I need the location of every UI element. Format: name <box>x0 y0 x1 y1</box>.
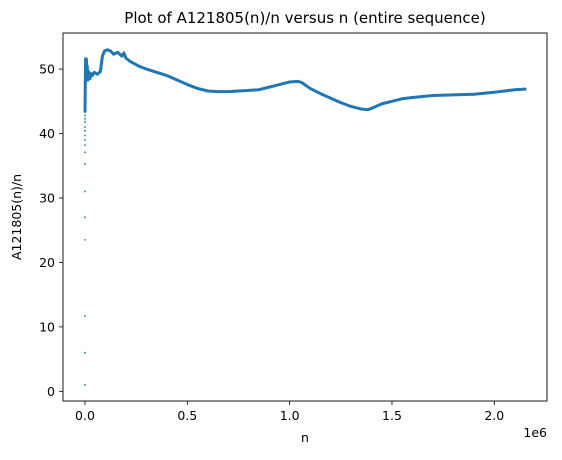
y-tick-label: 0 <box>47 384 55 399</box>
data-point <box>380 102 384 106</box>
data-point <box>296 80 300 83</box>
data-point <box>339 101 343 104</box>
data-point <box>84 134 86 137</box>
data-point <box>366 108 369 111</box>
data-point <box>84 216 86 219</box>
data-point <box>85 64 89 68</box>
x-tick-label: 1.5 <box>382 408 402 423</box>
data-point <box>116 51 120 54</box>
x-tick-label: 2.0 <box>484 408 504 423</box>
data-point <box>288 80 291 84</box>
x-tick-label: 1.0 <box>280 408 300 423</box>
data-point <box>513 88 517 92</box>
x-tick-label: 0.5 <box>177 408 197 423</box>
data-point <box>85 75 89 79</box>
x-axis-offset-label: 1e6 <box>523 425 547 440</box>
data-point <box>370 107 373 110</box>
data-point <box>84 383 86 386</box>
data-point <box>84 238 86 241</box>
data-point <box>300 81 304 84</box>
data-point <box>84 130 86 132</box>
y-tick-label: 30 <box>39 190 55 205</box>
data-point <box>84 144 86 147</box>
y-tick-label: 40 <box>39 126 55 141</box>
data-point <box>359 107 363 111</box>
data-point <box>83 109 87 113</box>
data-point <box>319 92 322 95</box>
data-point <box>99 70 102 73</box>
data-point <box>83 88 87 92</box>
data-point <box>88 77 92 81</box>
data-point <box>84 190 86 193</box>
data-point <box>86 78 90 82</box>
data-point <box>84 71 87 74</box>
plot-frame <box>62 32 548 402</box>
data-point <box>84 351 86 354</box>
data-point <box>503 89 506 93</box>
data-point <box>196 87 199 90</box>
y-tick-label: 20 <box>39 255 55 270</box>
data-point <box>84 121 86 123</box>
data-point <box>349 105 353 108</box>
data-point <box>400 97 404 101</box>
data-point <box>85 58 88 61</box>
data-point <box>237 89 240 93</box>
data-point <box>136 64 140 68</box>
data-point <box>247 89 251 92</box>
data-point <box>101 54 104 58</box>
y-tick-label: 10 <box>39 319 55 334</box>
data-point <box>145 67 148 71</box>
x-axis-label: n <box>301 430 309 445</box>
data-point <box>216 90 220 93</box>
data-point <box>206 89 210 93</box>
points-layer <box>83 48 527 386</box>
y-axis-label: A121805(n)/n <box>9 174 24 260</box>
ticks-layer: 0.0 0.5 1.0 1.5 2.0 0 10 20 30 40 50 <box>39 62 504 423</box>
data-point <box>175 78 179 82</box>
data-point <box>84 151 86 154</box>
y-tick-label: 50 <box>39 62 55 77</box>
data-point <box>120 54 124 58</box>
data-point <box>106 48 109 52</box>
chart-title: Plot of A121805(n)/n versus n (entire se… <box>124 9 485 27</box>
data-point <box>523 87 527 91</box>
data-point <box>84 117 86 120</box>
data-point <box>411 96 414 99</box>
data-point <box>155 71 158 74</box>
data-point <box>186 83 189 86</box>
data-point <box>431 94 435 97</box>
data-point <box>226 90 230 93</box>
data-point <box>84 126 86 128</box>
data-point <box>95 72 99 76</box>
data-point <box>84 139 86 141</box>
data-point <box>112 52 115 56</box>
data-point <box>122 51 126 55</box>
data-point <box>89 72 93 75</box>
data-point <box>165 74 169 77</box>
data-point <box>124 56 128 60</box>
data-point <box>278 83 281 86</box>
data-point <box>452 93 455 97</box>
x-tick-label: 0.0 <box>75 408 95 423</box>
data-point <box>493 90 496 94</box>
data-point <box>91 74 94 77</box>
data-point <box>308 87 312 90</box>
data-point <box>390 100 394 103</box>
data-point <box>257 88 261 92</box>
data-point <box>87 70 90 73</box>
data-point <box>128 60 132 63</box>
data-point <box>84 315 86 317</box>
data-point <box>84 162 86 165</box>
data-point <box>109 49 112 53</box>
data-point <box>267 85 271 89</box>
data-point <box>472 92 476 96</box>
data-point <box>329 96 332 100</box>
data-point <box>84 114 86 117</box>
data-point <box>92 71 96 74</box>
series-line <box>83 48 527 113</box>
data-point <box>103 49 106 53</box>
